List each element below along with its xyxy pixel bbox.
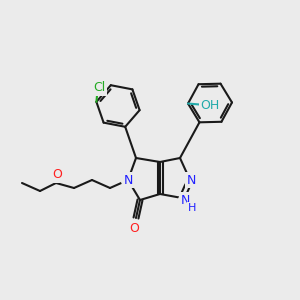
Text: O: O [52, 169, 62, 182]
Text: N: N [186, 173, 196, 187]
Text: OH: OH [200, 99, 220, 112]
Text: N: N [180, 194, 190, 206]
Text: Cl: Cl [93, 81, 106, 94]
Text: N: N [186, 173, 196, 187]
Text: O: O [52, 169, 62, 182]
Text: N: N [123, 173, 133, 187]
Text: Cl: Cl [93, 81, 106, 94]
Text: N: N [180, 194, 190, 206]
Text: OH: OH [200, 99, 220, 112]
Text: O: O [129, 221, 139, 235]
Text: N: N [123, 173, 133, 187]
Text: O: O [129, 221, 139, 235]
Text: H: H [188, 203, 196, 213]
Text: H: H [188, 203, 196, 213]
